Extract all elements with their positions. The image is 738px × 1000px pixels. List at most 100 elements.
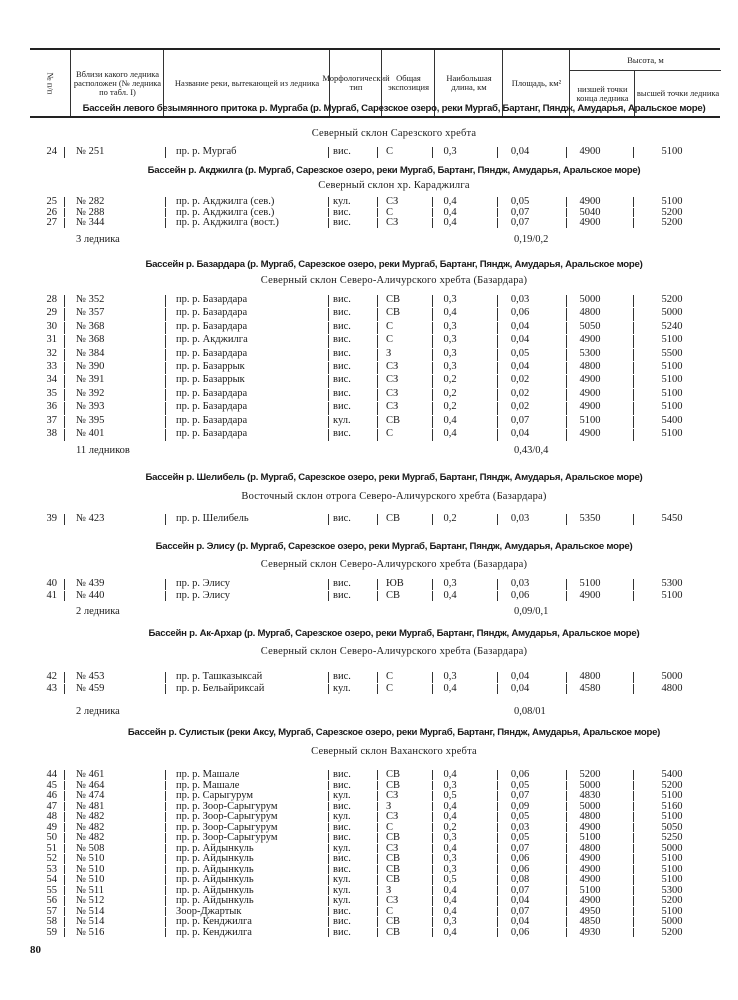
column-divider	[64, 362, 65, 375]
column-divider	[328, 917, 329, 927]
column-divider	[633, 321, 634, 335]
area: 0,04	[510, 895, 530, 906]
exposure: СВ	[386, 589, 401, 601]
column-divider	[328, 579, 329, 590]
table-row: 40 № 439 пр. р. Элису вис. ЮВ 0,3 0,03 5100 5300	[0, 578, 738, 590]
glacier-number: № 384	[76, 347, 105, 359]
column-divider	[64, 801, 65, 811]
river-name: пр. р. Акджилга (сев.)	[176, 206, 275, 218]
column-divider	[377, 308, 378, 321]
exposure: З	[386, 347, 392, 359]
river-name: пр. р. Машале	[176, 779, 240, 791]
slope-subtitle: Восточный склон отрога Северо-Аличурског…	[241, 491, 547, 502]
column-divider	[165, 812, 166, 822]
height-low: 4900	[579, 146, 601, 157]
column-divider	[377, 875, 378, 885]
column-divider	[432, 770, 433, 780]
length: 0,4	[443, 414, 457, 426]
exposure: СВ	[386, 926, 401, 938]
morph-type: вис.	[333, 387, 351, 399]
column-divider	[377, 917, 378, 927]
column-divider	[566, 843, 567, 853]
river-name: пр. р. Акджилга (сев.)	[176, 196, 275, 207]
glacier-number: № 390	[76, 361, 105, 372]
exposure: С	[386, 905, 394, 917]
length: 0,2	[443, 821, 457, 833]
morph-type: вис.	[333, 146, 351, 157]
column-divider	[64, 864, 65, 874]
column-divider	[633, 875, 634, 885]
height-high: 5100	[661, 374, 683, 386]
column-divider	[497, 362, 498, 375]
table-row: 37 № 395 пр. р. Базардара кул. СВ 0,4 0,07 5100…	[0, 415, 738, 428]
area: 0,03	[510, 821, 530, 833]
height-high: 5300	[661, 578, 683, 589]
river-name: пр. р. Базардара	[176, 347, 248, 359]
column-divider	[432, 590, 433, 601]
column-divider	[633, 843, 634, 853]
height-low: 5350	[579, 513, 601, 524]
length: 0,2	[443, 401, 457, 413]
table-row: 38 № 401 пр. р. Базардара вис. С 0,4 0,04 4900 5…	[0, 428, 738, 442]
area: 0,06	[510, 863, 530, 875]
morph-type: вис.	[333, 294, 351, 305]
exposure: СЗ	[386, 387, 399, 399]
column-divider	[497, 375, 498, 388]
column-divider	[328, 218, 329, 228]
table-row: 46 № 474 пр. р. Сарыгурум кул. СЗ 0,5 0,07 4830…	[0, 790, 738, 801]
river-name: пр. р. Кенджилга	[176, 926, 252, 938]
column-divider	[165, 864, 166, 874]
column-divider	[497, 896, 498, 906]
height-low: 4800	[579, 811, 601, 822]
row-number: 57	[46, 905, 58, 917]
column-divider	[633, 854, 634, 864]
column-divider	[64, 429, 65, 442]
column-divider	[165, 295, 166, 308]
height-high: 5100	[661, 196, 683, 207]
glacier-number: № 439	[76, 578, 105, 589]
length: 0,3	[443, 779, 457, 791]
height-low: 4850	[579, 916, 601, 927]
exposure: СВ	[386, 779, 401, 791]
column-divider	[497, 885, 498, 895]
column-divider	[377, 885, 378, 895]
total-area: 0,08/01	[514, 706, 546, 717]
morph-type: вис.	[333, 853, 351, 864]
exposure: СВ	[386, 863, 401, 875]
column-divider	[328, 801, 329, 811]
morph-type: вис.	[333, 428, 351, 439]
column-divider	[497, 415, 498, 428]
river-name: пр. р. Айдынкуль	[176, 863, 254, 875]
column-divider	[64, 780, 65, 790]
glacier-number: № 357	[76, 307, 105, 319]
height-high: 5100	[661, 853, 683, 864]
exposure: СЗ	[386, 374, 399, 386]
row-number: 30	[46, 320, 58, 332]
column-divider	[64, 295, 65, 308]
column-divider	[377, 906, 378, 916]
column-divider	[566, 218, 567, 228]
river-name: пр. р. Ташказыксай	[176, 671, 263, 682]
basin-title: Бассейн левого безымянного притока р. Му…	[82, 103, 706, 114]
river-name: пр. р. Акджилга	[176, 334, 248, 346]
column-divider	[328, 514, 329, 525]
exposure: СВ	[386, 307, 401, 319]
column-divider	[633, 864, 634, 874]
river-name: пр. р. Базардара	[176, 401, 248, 413]
basin-title: Бассейн р. Ак-Архар (р. Мургаб, Сарезско…	[148, 628, 640, 639]
table-row: 30 № 368 пр. р. Базардара вис. С 0,3 0,04 5050 5…	[0, 320, 738, 335]
area: 0,05	[510, 196, 530, 207]
height-high: 5100	[661, 811, 683, 822]
column-divider	[377, 514, 378, 525]
column-divider	[633, 514, 634, 525]
column-divider	[566, 348, 567, 361]
table-row: 34 № 391 пр. р. Базаррык вис. СЗ 0,2 0,02 4900 5…	[0, 374, 738, 388]
height-high: 5100	[661, 146, 683, 157]
column-divider	[432, 579, 433, 590]
length: 0,2	[443, 374, 457, 386]
length: 0,4	[443, 884, 457, 896]
column-divider	[328, 822, 329, 832]
column-divider	[165, 875, 166, 885]
morph-type: кул.	[333, 790, 351, 801]
height-high: 5200	[661, 779, 683, 791]
